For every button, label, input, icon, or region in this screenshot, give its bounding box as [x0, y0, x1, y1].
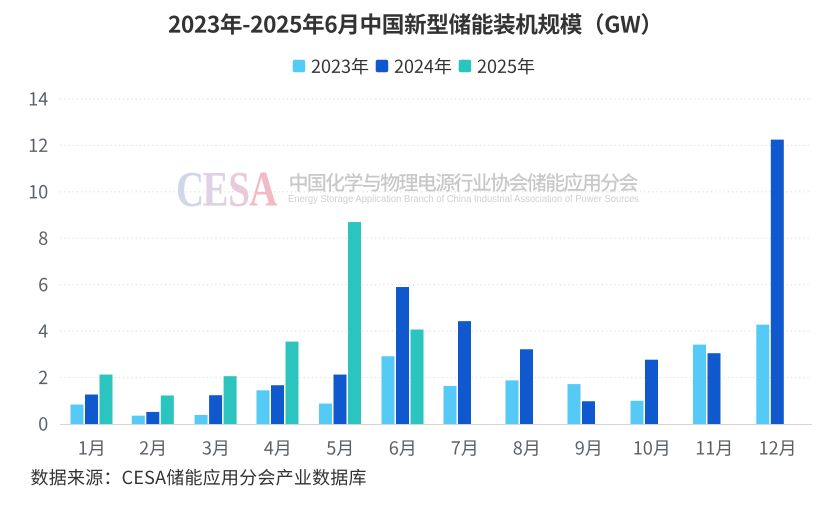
svg-text:A: A [249, 161, 278, 217]
svg-text:C: C [176, 161, 204, 217]
svg-text:Energy Storage Application Bra: Energy Storage Application Branch of Chi… [288, 193, 639, 205]
svg-text:S: S [228, 161, 250, 217]
svg-text:E: E [203, 161, 229, 217]
